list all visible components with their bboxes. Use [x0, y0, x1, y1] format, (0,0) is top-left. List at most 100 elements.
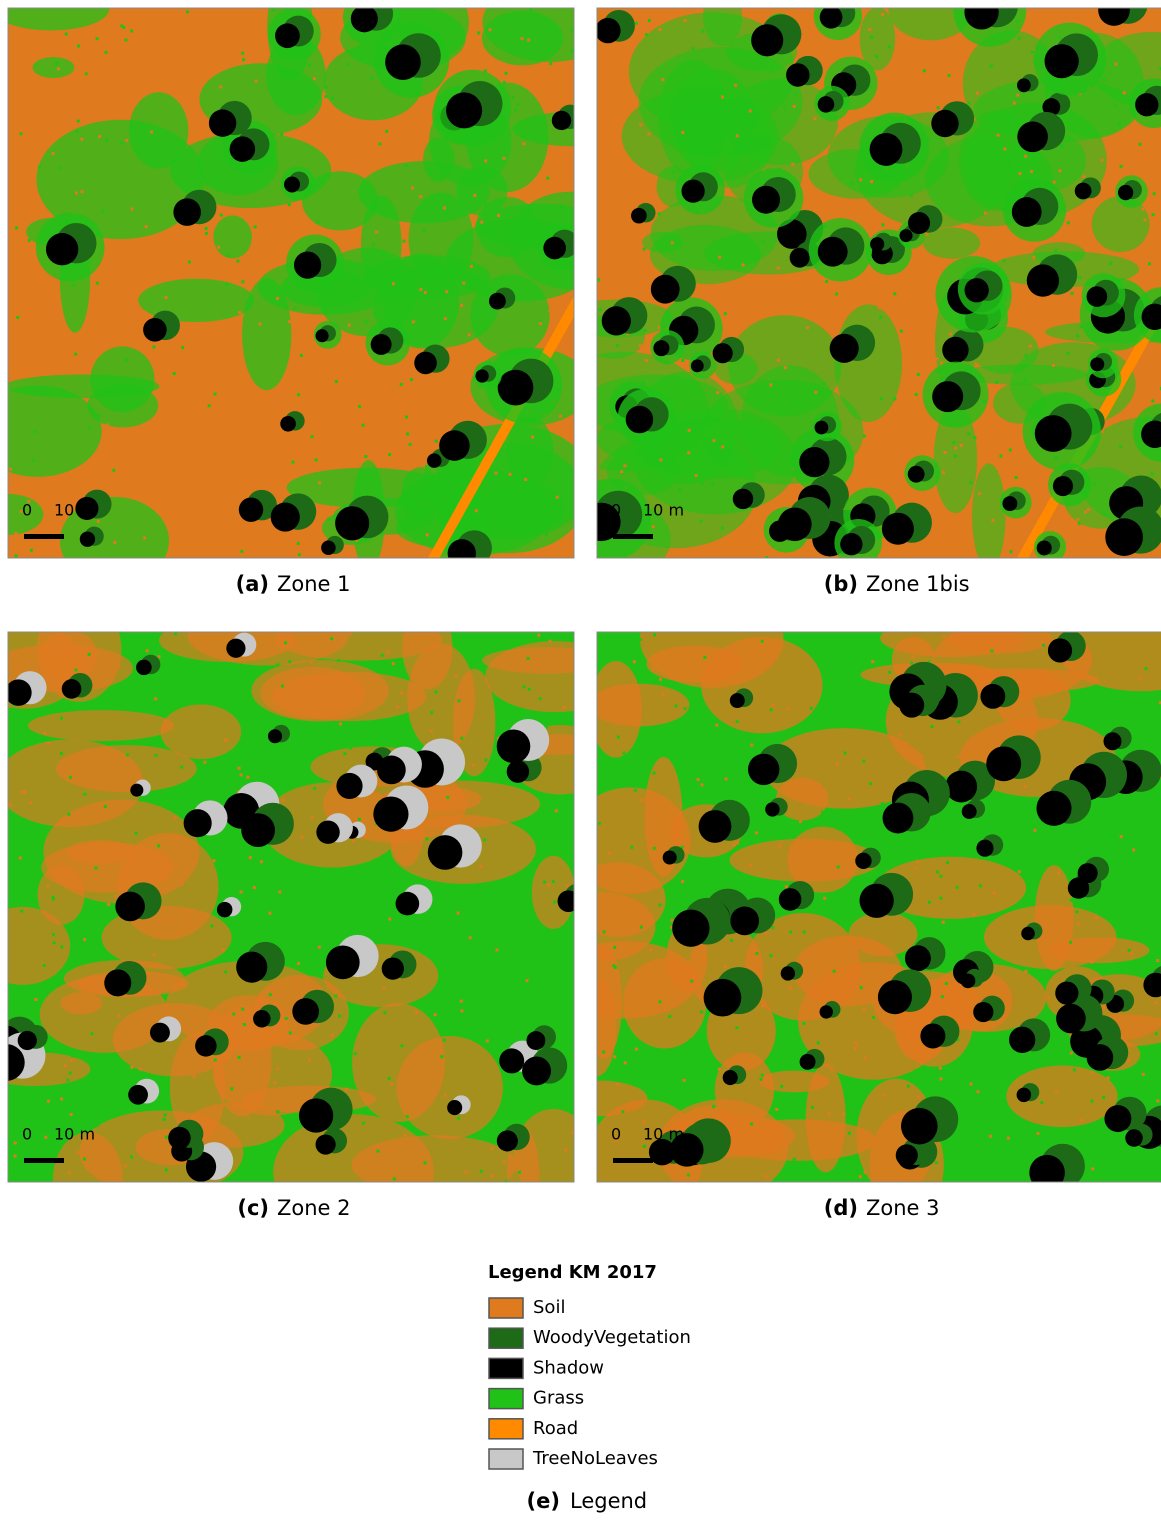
land-patch: [482, 647, 612, 673]
speckle: [685, 890, 688, 893]
speckle: [443, 1039, 446, 1042]
speckle: [537, 634, 540, 637]
speckle: [341, 135, 344, 138]
speckle: [331, 1034, 334, 1037]
speckle: [405, 483, 408, 486]
speckle: [1061, 145, 1064, 148]
tree-shadow: [818, 237, 848, 267]
speckle: [540, 811, 543, 814]
speckle: [669, 1054, 672, 1057]
speckle: [599, 161, 602, 164]
land-patch: [849, 912, 918, 956]
tree-shadow: [552, 111, 571, 130]
speckle: [608, 852, 611, 855]
speckle: [16, 316, 19, 319]
speckle: [552, 880, 555, 883]
tree-shadow: [1009, 1027, 1035, 1053]
speckle: [282, 799, 285, 802]
panel-caption: Zone 1bis: [866, 572, 970, 596]
speckle: [9, 468, 12, 471]
speckle: [844, 752, 847, 755]
speckle: [480, 221, 483, 224]
speckle: [700, 1010, 703, 1013]
speckle: [1070, 899, 1073, 902]
speckle: [98, 135, 101, 138]
speckle: [1101, 159, 1104, 162]
speckle: [67, 813, 70, 816]
land-patch: [397, 1036, 503, 1139]
speckle: [508, 991, 511, 994]
speckle: [553, 1005, 556, 1008]
speckle: [639, 123, 642, 126]
speckle: [278, 717, 281, 720]
speckle: [848, 1132, 851, 1135]
tree-shadow: [908, 466, 925, 483]
speckle: [811, 1106, 814, 1109]
tree-shadow: [1105, 518, 1143, 556]
speckle: [681, 880, 684, 883]
speckle: [240, 773, 243, 776]
speckle: [484, 202, 487, 205]
tree-shadow: [1104, 1105, 1131, 1132]
speckle: [881, 802, 884, 805]
speckle: [1030, 170, 1033, 173]
speckle: [813, 117, 816, 120]
speckle: [378, 142, 381, 145]
speckle: [505, 1099, 508, 1102]
speckle: [1057, 871, 1060, 874]
speckle: [697, 778, 700, 781]
speckle: [915, 393, 918, 396]
speckle: [238, 767, 241, 770]
speckle: [83, 1158, 86, 1161]
speckle: [1019, 172, 1022, 175]
speckle: [942, 921, 945, 924]
speckle: [372, 381, 375, 384]
speckle: [435, 440, 438, 443]
speckle: [505, 707, 508, 710]
speckle: [1103, 513, 1106, 516]
speckle: [70, 1059, 73, 1062]
speckle: [972, 913, 975, 916]
speckle: [348, 323, 351, 326]
speckle: [405, 164, 408, 167]
tree-shadow: [878, 980, 912, 1014]
speckle: [623, 151, 626, 154]
speckle: [736, 134, 739, 137]
speckle: [527, 657, 530, 660]
speckle: [14, 1141, 17, 1144]
speckle: [317, 230, 320, 233]
speckle: [616, 1083, 619, 1086]
speckle: [462, 459, 465, 462]
speckle: [188, 261, 191, 264]
speckle: [193, 1075, 196, 1078]
speckle: [408, 548, 411, 551]
speckle: [106, 423, 109, 426]
speckle: [16, 536, 19, 539]
speckle: [780, 1085, 783, 1088]
speckle: [441, 799, 444, 802]
speckle: [60, 717, 63, 720]
speckle: [842, 656, 845, 659]
speckle: [1148, 1052, 1151, 1055]
speckle: [271, 989, 274, 992]
speckle: [622, 751, 625, 754]
speckle: [1078, 276, 1081, 279]
speckle: [872, 1002, 875, 1005]
speckle: [491, 232, 494, 235]
speckle: [97, 520, 100, 523]
tree-shadow: [631, 208, 647, 224]
speckle: [52, 152, 55, 155]
speckle: [334, 995, 337, 998]
speckle: [1058, 169, 1061, 172]
tree-shadow: [371, 334, 392, 355]
speckle: [173, 816, 176, 819]
speckle: [146, 972, 149, 975]
speckle: [390, 1083, 393, 1086]
speckle: [311, 816, 314, 819]
speckle: [68, 1171, 71, 1174]
tree-shadow: [778, 508, 812, 542]
speckle: [761, 240, 764, 243]
speckle: [117, 664, 120, 667]
speckle: [875, 55, 878, 58]
speckle: [297, 962, 300, 965]
